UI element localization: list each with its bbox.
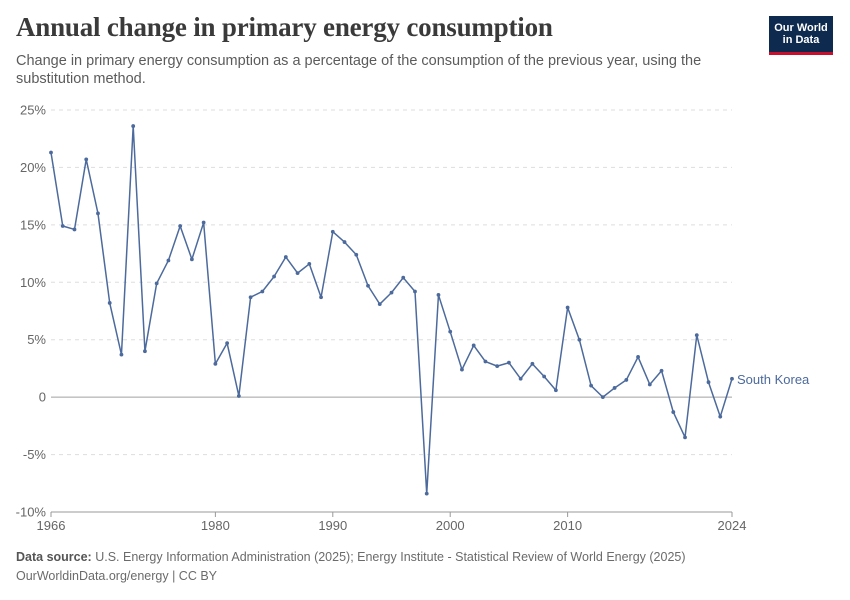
data-point — [424, 491, 429, 496]
data-point — [636, 355, 640, 359]
data-point — [553, 388, 558, 393]
data-point — [647, 382, 652, 387]
x-tick-label: 2010 — [553, 518, 582, 533]
series-line-south-korea — [50, 125, 733, 495]
data-point — [154, 281, 159, 286]
source-line: Data source: U.S. Energy Information Adm… — [16, 548, 686, 567]
data-point — [389, 290, 394, 295]
logo-line-1: Our World — [774, 22, 828, 34]
y-tick-label: 5% — [27, 332, 46, 347]
data-point — [295, 271, 300, 275]
owid-logo[interactable]: Our World in Data — [769, 16, 833, 55]
data-point — [600, 395, 605, 400]
data-point — [248, 295, 253, 300]
chart-title: Annual change in primary energy consumpt… — [16, 12, 553, 42]
data-point — [401, 275, 406, 280]
data-point — [49, 150, 53, 155]
data-point — [659, 368, 664, 373]
y-tick-label: 10% — [20, 275, 46, 290]
data-point — [577, 337, 582, 342]
data-point — [460, 367, 464, 372]
x-tick-label: 2000 — [436, 518, 465, 533]
data-point — [166, 258, 171, 263]
data-point — [448, 329, 453, 334]
data-point — [612, 386, 617, 390]
data-point — [283, 255, 288, 259]
chart-subtitle: Change in primary energy consumption as … — [16, 53, 702, 87]
data-point — [131, 124, 136, 128]
data-point — [507, 360, 511, 365]
data-point — [84, 157, 89, 162]
data-point — [178, 224, 183, 228]
data-point — [201, 220, 206, 225]
data-point — [718, 414, 723, 419]
data-point — [213, 361, 218, 366]
data-point — [706, 380, 711, 385]
y-tick-label: 15% — [20, 217, 46, 232]
data-point — [189, 257, 194, 262]
data-point — [319, 295, 323, 300]
data-point — [483, 359, 488, 364]
data-point — [471, 343, 476, 348]
source-label: Data source: — [16, 550, 92, 564]
x-tick-label: 2024 — [718, 518, 747, 533]
data-point — [72, 227, 77, 232]
y-tick-label: 0 — [39, 390, 46, 405]
data-point — [119, 352, 124, 357]
source-text: U.S. Energy Information Administration (… — [95, 550, 686, 564]
data-point — [366, 283, 370, 288]
footer: Data source: U.S. Energy Information Adm… — [16, 548, 686, 586]
data-point — [694, 333, 699, 338]
data-point — [60, 224, 65, 228]
series-label-south-korea: South Korea — [737, 372, 810, 387]
data-point — [624, 378, 629, 382]
data-point — [436, 293, 441, 297]
data-point — [260, 289, 265, 294]
y-tick-label: -10% — [16, 505, 47, 520]
data-point — [236, 394, 241, 398]
logo-line-2: in Data — [782, 34, 820, 46]
data-point — [565, 305, 570, 310]
data-point — [307, 262, 312, 266]
data-point — [330, 229, 335, 234]
y-tick-label: -5% — [23, 447, 47, 462]
data-point — [377, 302, 382, 307]
data-point — [495, 364, 500, 369]
data-point — [518, 376, 523, 381]
data-point — [272, 274, 276, 279]
data-point — [671, 410, 676, 414]
data-point — [413, 289, 417, 294]
y-tick-label: 20% — [20, 160, 46, 175]
data-point — [225, 341, 230, 346]
data-point — [542, 374, 547, 379]
x-tick-label: 1990 — [318, 518, 347, 533]
data-point — [589, 383, 594, 388]
data-point — [342, 240, 347, 244]
x-tick-label: 1980 — [201, 518, 230, 533]
data-point — [683, 435, 687, 440]
data-point — [530, 361, 535, 366]
data-point — [107, 301, 112, 305]
attribution-link[interactable]: OurWorldinData.org/energy | CC BY — [16, 569, 218, 583]
x-tick-label: 1966 — [37, 518, 66, 533]
data-point — [354, 252, 359, 257]
y-tick-label: 25% — [20, 103, 46, 118]
data-point — [730, 376, 734, 381]
data-point — [143, 349, 147, 354]
data-point — [96, 211, 100, 216]
